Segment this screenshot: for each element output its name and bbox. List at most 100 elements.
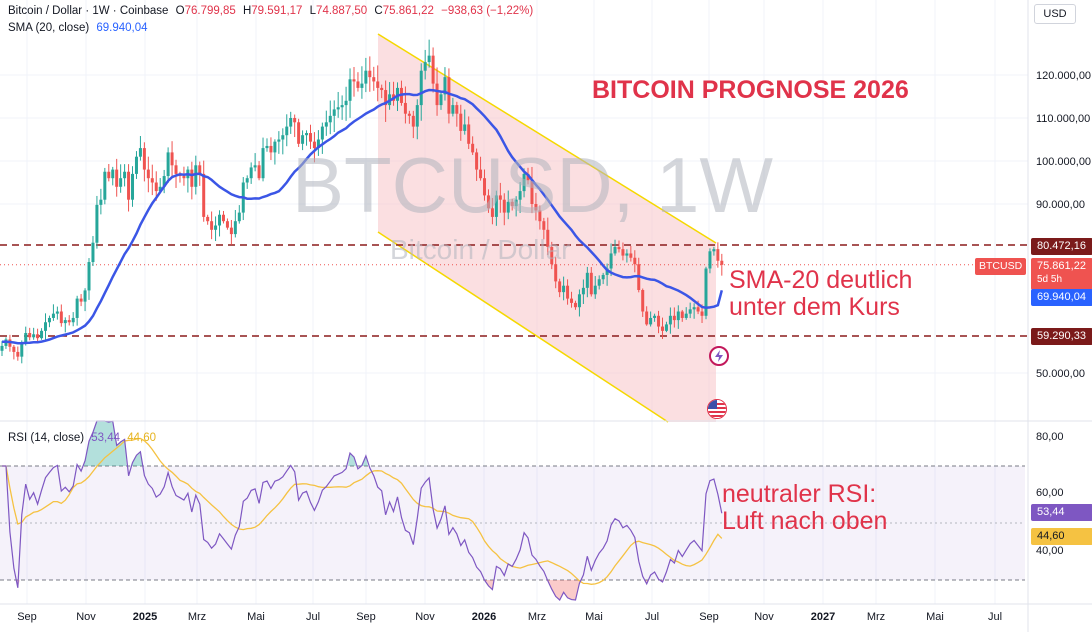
candle [490,197,494,225]
last-price-label[interactable]: 75.861,22 5d 5h [1031,258,1092,290]
support-price-label[interactable]: 59.290,33 [1031,328,1092,345]
rsi-note-line-1: neutraler RSI: [722,480,877,508]
candle [676,305,680,329]
candle [225,218,229,230]
candle [439,90,443,110]
candle [451,97,455,117]
countdown-value: 5d 5h [1037,274,1063,285]
candle [431,47,435,93]
candle [708,248,712,274]
watermark-name: Bitcoin / Dollar [390,234,571,265]
candle [653,313,657,322]
time-tick: Sep [699,611,719,623]
us-flag-icon[interactable] [707,399,727,419]
rsi-overbought-fill [55,421,368,466]
lightning-icon[interactable] [709,346,729,366]
candle [293,114,297,138]
candle [688,302,692,319]
candle [233,209,237,238]
high-label: H [242,5,252,17]
change-value: −938,63 (−1,22%) [441,5,534,17]
candle [609,243,613,277]
rsi-ma-axis-label[interactable]: 44,60 [1031,528,1092,545]
candle [518,182,522,213]
candle [103,167,107,205]
downtrend-channel [378,34,716,422]
last-price-value: 75.861,22 [1037,260,1086,272]
rsi-line [2,420,723,601]
candle [257,161,261,181]
candle [47,315,51,328]
rsi-note: neutraler RSI: Luft nach oben [722,481,887,535]
candle [312,132,316,163]
candle [443,67,447,101]
candle [297,118,301,147]
candle [16,346,20,361]
time-tick: Mai [585,611,603,623]
resistance-price-label[interactable]: 80.472,16 [1031,238,1092,255]
candle [249,162,253,184]
time-tick: Mrz [187,611,207,623]
time-tick: Mai [247,611,265,623]
legend-sma[interactable]: SMA (20, close) 69.940,04 [8,21,148,35]
time-tick: Nov [754,611,774,623]
close-value: 75.861,22 [382,5,434,17]
candle [554,257,558,289]
candle [649,311,653,327]
rsi-axis-label[interactable]: 53,44 [1031,504,1092,521]
candle [261,137,265,182]
open-value: 76.799,85 [184,5,236,17]
price-tick: 90.000,00 [1036,199,1085,211]
currency-button[interactable]: USD [1034,4,1076,24]
candle [253,153,257,172]
sma-note: SMA-20 deutlich unter dem Kurs [729,267,912,321]
candle [660,317,664,339]
candle [581,279,585,305]
candle [229,219,233,245]
candle [67,315,71,326]
rsi-tick: 80,00 [1036,431,1064,443]
time-tick: Jul [305,611,321,623]
candle [221,210,225,224]
candle [372,66,376,91]
candle [63,317,67,333]
sma-price-label[interactable]: 69.940,04 [1031,289,1092,306]
candle [269,137,273,161]
time-tick: Jul [987,611,1003,623]
candle [28,327,32,341]
candle [589,266,593,297]
prognosis-title: BITCOIN PROGNOSE 2026 [592,76,909,104]
candle [277,131,281,154]
symbol-title: Bitcoin / Dollar · 1W · Coinbase [8,5,169,17]
candle [680,309,684,322]
candle [285,114,289,147]
candle [190,161,194,200]
candle [316,130,320,156]
legend-symbol[interactable]: Bitcoin / Dollar · 1W · Coinbase O76.799… [8,4,533,18]
candle [123,164,127,187]
candle [384,80,388,122]
candle [289,111,293,134]
candle [44,313,48,340]
candle [471,136,475,156]
watermark-symbol: BTCUSD, 1W [292,141,774,229]
legend-rsi[interactable]: RSI (14, close) 53,44 44,60 [8,431,156,445]
sma-note-line-1: SMA-20 deutlich [729,266,913,294]
candle [55,306,59,320]
candle [51,304,55,321]
candle [668,307,672,334]
candle [506,190,510,220]
candle [364,57,368,93]
sma-20-line [1,88,724,345]
candle [486,189,490,213]
low-value: 74.887,50 [316,5,368,17]
candle [324,110,328,136]
candle [542,217,546,240]
candle [510,198,514,211]
candle [530,166,534,214]
candle [218,210,222,237]
candle [281,128,285,155]
candle [138,136,142,161]
candle [672,307,676,328]
